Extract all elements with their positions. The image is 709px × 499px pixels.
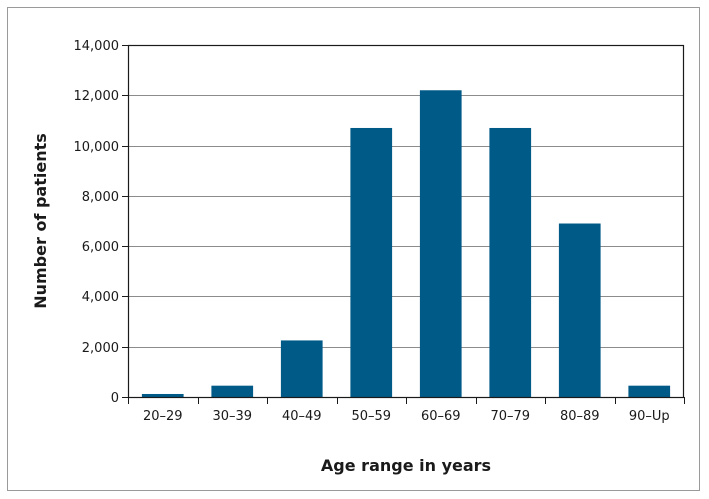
bar-4: [350, 127, 393, 397]
x-tick-label: 20–29: [143, 409, 183, 424]
x-tick-label: 50–59: [351, 409, 391, 424]
x-tick-label: 30–39: [212, 409, 252, 424]
y-tick-label: 2,000: [82, 341, 119, 356]
bar-5: [419, 90, 462, 397]
bar-7: [558, 223, 601, 397]
y-tick-label: 0: [111, 391, 119, 406]
y-tick-label: 10,000: [74, 140, 120, 155]
x-tick-label: 80–89: [560, 409, 600, 424]
bars: [141, 90, 671, 397]
y-tick-label: 8,000: [82, 190, 119, 205]
y-tick-label: 6,000: [82, 240, 119, 255]
x-tick-label: 60–69: [421, 409, 461, 424]
x-tick-label: 40–49: [282, 409, 322, 424]
y-tick-label: 14,000: [74, 39, 120, 54]
y-tick-label: 12,000: [74, 89, 120, 104]
bar-8: [628, 385, 671, 397]
x-tick-label: 90–Up: [629, 409, 670, 424]
bar-2: [211, 385, 254, 397]
bar-6: [489, 127, 532, 397]
y-axis-title: Number of patients: [31, 133, 50, 309]
x-tick-label: 70–79: [490, 409, 530, 424]
y-axis-ticks: 0 2,000 4,000 6,000 8,000 10,000 12,000 14,000: [74, 39, 128, 406]
y-tick-label: 4,000: [82, 290, 119, 305]
x-axis-title: Age range in years: [321, 456, 491, 475]
bar-1: [141, 393, 184, 397]
x-axis-ticks: 20–29 30–39 40–49 50–59 60–69 70–79 80–89 90–Up: [128, 397, 685, 424]
bar-3: [280, 340, 323, 397]
